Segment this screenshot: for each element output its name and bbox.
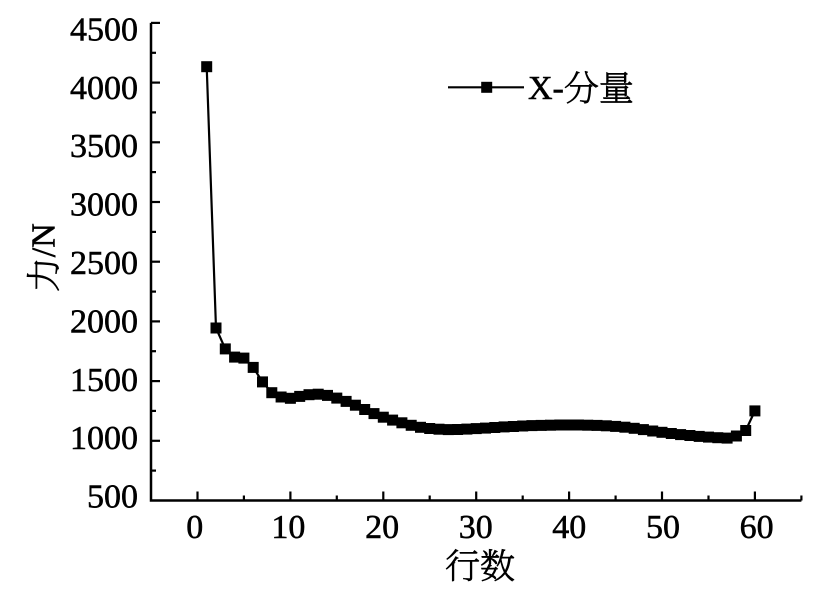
svg-text:20: 20 (365, 509, 399, 546)
svg-text:/N: /N (26, 223, 63, 257)
svg-text:3500: 3500 (70, 128, 138, 165)
svg-text:30: 30 (459, 509, 493, 546)
svg-text:50: 50 (646, 509, 680, 546)
svg-text:4500: 4500 (70, 11, 138, 48)
svg-text:2500: 2500 (70, 245, 138, 282)
svg-text:X-: X- (528, 70, 564, 107)
svg-text:0: 0 (186, 509, 203, 546)
svg-text:60: 60 (740, 509, 774, 546)
svg-text:1000: 1000 (70, 420, 138, 457)
svg-text:3000: 3000 (70, 187, 138, 224)
svg-text:4000: 4000 (70, 70, 138, 107)
svg-text:500: 500 (87, 479, 138, 516)
svg-text:2000: 2000 (70, 303, 138, 340)
svg-text:1500: 1500 (70, 362, 138, 399)
svg-text:10: 10 (271, 509, 305, 546)
svg-text:40: 40 (552, 509, 586, 546)
